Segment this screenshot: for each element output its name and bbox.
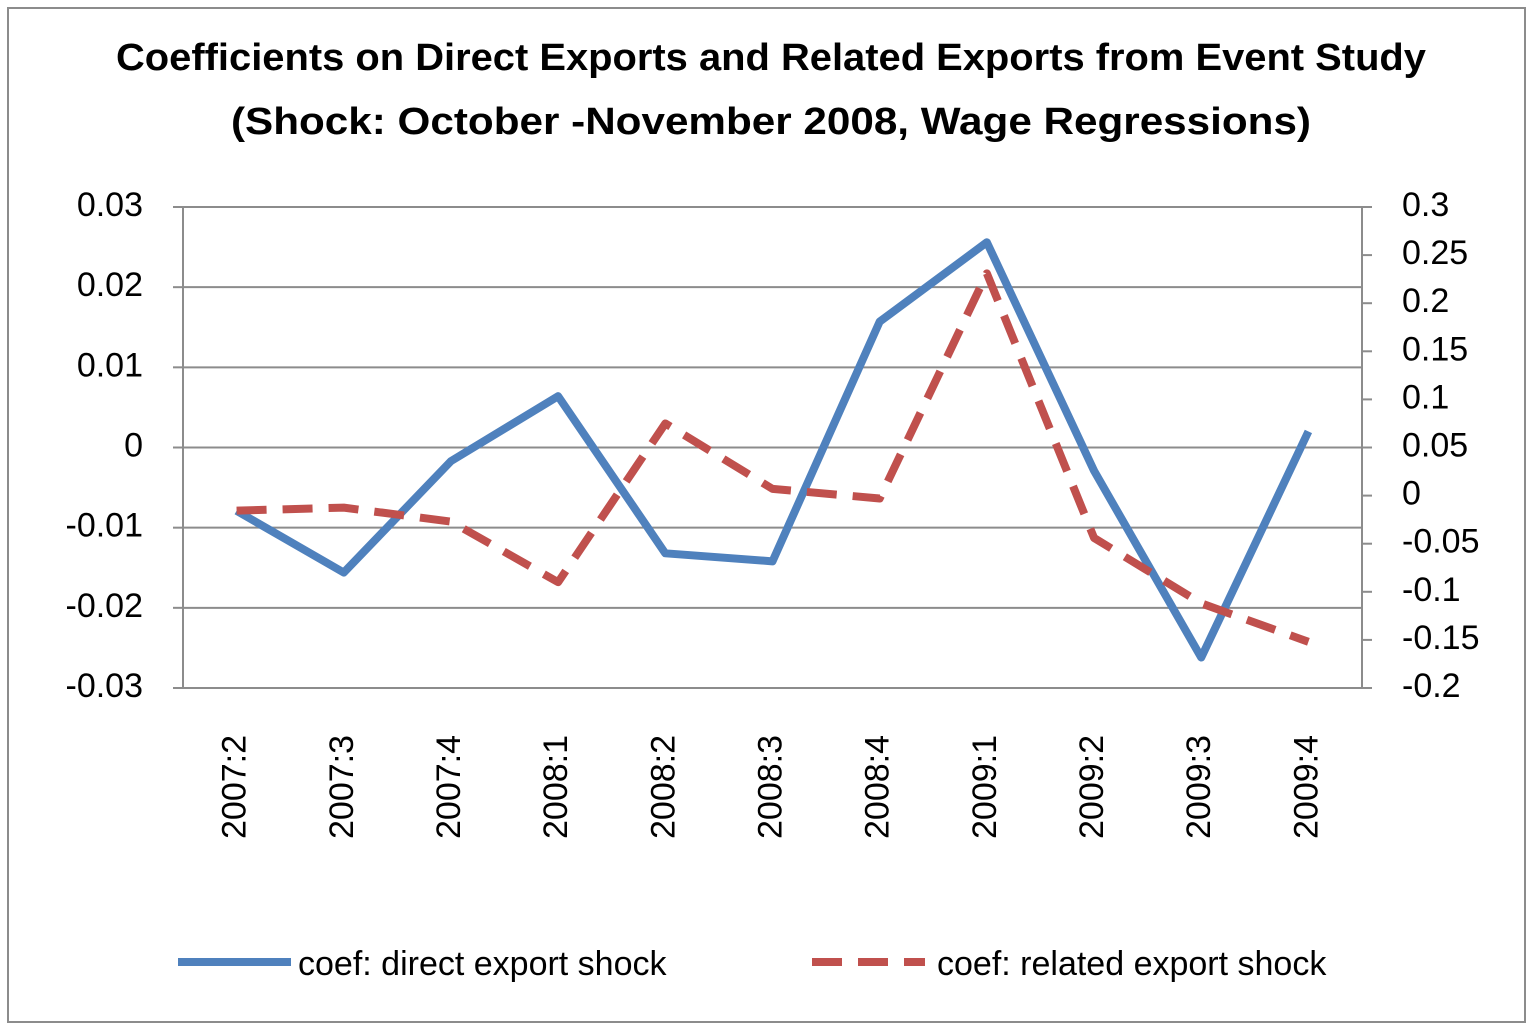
y2-tick-label: 0.15 <box>1402 330 1468 368</box>
y2-tick-label: 0.2 <box>1402 282 1449 320</box>
y-tick-label: 0.03 <box>77 186 143 224</box>
y2-tick-label: -0.05 <box>1402 523 1480 561</box>
legend-label: coef: direct export shock <box>298 945 668 983</box>
x-tick-label: 2008:1 <box>537 735 575 839</box>
y-tick-label: -0.01 <box>66 507 144 545</box>
y2-tick-label: -0.15 <box>1402 619 1480 657</box>
y-tick-label: 0 <box>124 426 143 464</box>
y-tick-label: -0.02 <box>66 587 144 625</box>
y2-tick-label: 0.05 <box>1402 426 1468 464</box>
x-tick-label: 2008:4 <box>859 735 897 839</box>
series-line <box>234 238 1313 662</box>
y2-tick-label: 0.25 <box>1402 234 1468 272</box>
y-tick-label: 0.01 <box>77 346 143 384</box>
x-tick-label: 2009:2 <box>1073 735 1111 839</box>
chart-title: Coefficients on Direct Exports and Relat… <box>116 37 1426 79</box>
x-tick-label: 2009:1 <box>966 735 1004 839</box>
y2-tick-label: 0 <box>1402 475 1421 513</box>
y-tick-label: -0.03 <box>66 667 144 705</box>
x-tick-label: 2007:4 <box>430 735 468 839</box>
x-tick-label: 2008:2 <box>644 735 682 839</box>
series-line <box>236 269 1310 646</box>
y2-tick-label: -0.2 <box>1402 667 1461 705</box>
y2-tick-label: -0.1 <box>1402 571 1461 609</box>
chart-frame <box>7 7 1526 1023</box>
chart-subtitle: (Shock: October -November 2008, Wage Reg… <box>231 101 1311 143</box>
x-tick-label: 2009:4 <box>1287 735 1325 839</box>
x-tick-label: 2009:3 <box>1180 735 1218 839</box>
y2-tick-label: 0.1 <box>1402 378 1449 416</box>
legend-label: coef: related export shock <box>937 945 1327 983</box>
x-tick-label: 2007:3 <box>323 735 361 839</box>
y2-tick-label: 0.3 <box>1402 186 1449 224</box>
x-tick-label: 2008:3 <box>751 735 789 839</box>
y-tick-label: 0.02 <box>77 266 143 304</box>
x-tick-label: 2007:2 <box>216 735 254 839</box>
